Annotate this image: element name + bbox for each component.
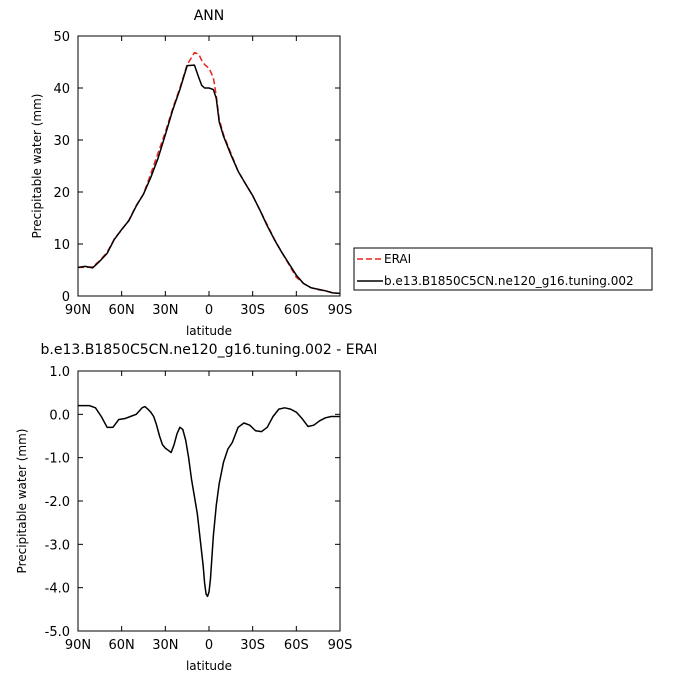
- x-tick-label: 60N: [109, 303, 135, 318]
- legend: ERAI b.e13.B1850C5CN.ne120_g16.tuning.00…: [353, 247, 653, 291]
- top-x-axis-label: latitude: [186, 324, 232, 338]
- x-tick-label: 90S: [328, 303, 353, 318]
- x-tick-label: 60S: [284, 638, 309, 653]
- bottom-x-tick-labels: 90N 60N 30N 0 30S 60S 90S: [65, 638, 353, 653]
- bottom-x-axis-label: latitude: [186, 659, 232, 673]
- y-tick-label: 10: [53, 238, 70, 253]
- top-plot-frame: [77, 35, 341, 297]
- y-tick-label: -3.0: [45, 538, 70, 553]
- series-line-0: [78, 404, 340, 598]
- series-line-1: [77, 64, 341, 295]
- x-tick-label: 90S: [328, 638, 353, 653]
- top-panel: ANN 0 10 20 30 40 50 90N 60N 30N 0 30S 60S 90S lati…: [30, 8, 352, 338]
- x-tick-label: 30N: [152, 303, 178, 318]
- bottom-series-lines: [78, 404, 340, 598]
- y-tick-label: 40: [53, 82, 70, 97]
- y-tick-label: 0: [62, 290, 70, 305]
- y-tick-label: 30: [53, 134, 70, 149]
- x-tick-label: 90N: [65, 638, 91, 653]
- y-tick-label: -5.0: [45, 625, 70, 640]
- y-tick-label: 50: [53, 30, 70, 45]
- top-y-axis-label: Precipitable water (mm): [30, 94, 44, 239]
- x-tick-label: 30N: [152, 638, 178, 653]
- legend-label-model: b.e13.B1850C5CN.ne120_g16.tuning.002: [384, 274, 634, 288]
- bottom-axis-ticks: [77, 370, 341, 632]
- bottom-y-axis-label: Precipitable water (mm): [15, 429, 29, 574]
- x-tick-label: 60S: [284, 303, 309, 318]
- y-tick-label: -2.0: [45, 495, 70, 510]
- legend-box: [353, 247, 653, 291]
- x-tick-label: 0: [205, 303, 213, 318]
- bottom-chart-title: b.e13.B1850C5CN.ne120_g16.tuning.002 - E…: [41, 342, 378, 358]
- top-axis-ticks: [77, 35, 341, 297]
- x-tick-label: 90N: [65, 303, 91, 318]
- top-y-tick-labels: 0 10 20 30 40 50: [53, 30, 70, 305]
- y-tick-label: 0.0: [49, 408, 70, 423]
- top-x-tick-labels: 90N 60N 30N 0 30S 60S 90S: [65, 303, 353, 318]
- y-tick-label: -1.0: [45, 452, 70, 467]
- legend-label-erai: ERAI: [384, 252, 411, 266]
- y-tick-label: -4.0: [45, 582, 70, 597]
- y-tick-label: 1.0: [49, 365, 70, 380]
- top-series-lines: [77, 51, 341, 295]
- x-tick-label: 30S: [240, 638, 265, 653]
- x-tick-label: 60N: [109, 638, 135, 653]
- bottom-panel: b.e13.B1850C5CN.ne120_g16.tuning.002 - E…: [15, 342, 377, 673]
- bottom-y-tick-labels: 1.0 0.0 -1.0 -2.0 -3.0 -4.0 -5.0: [45, 365, 70, 640]
- x-tick-label: 30S: [240, 303, 265, 318]
- top-chart-title: ANN: [194, 8, 225, 24]
- x-tick-label: 0: [205, 638, 213, 653]
- y-tick-label: 20: [53, 186, 70, 201]
